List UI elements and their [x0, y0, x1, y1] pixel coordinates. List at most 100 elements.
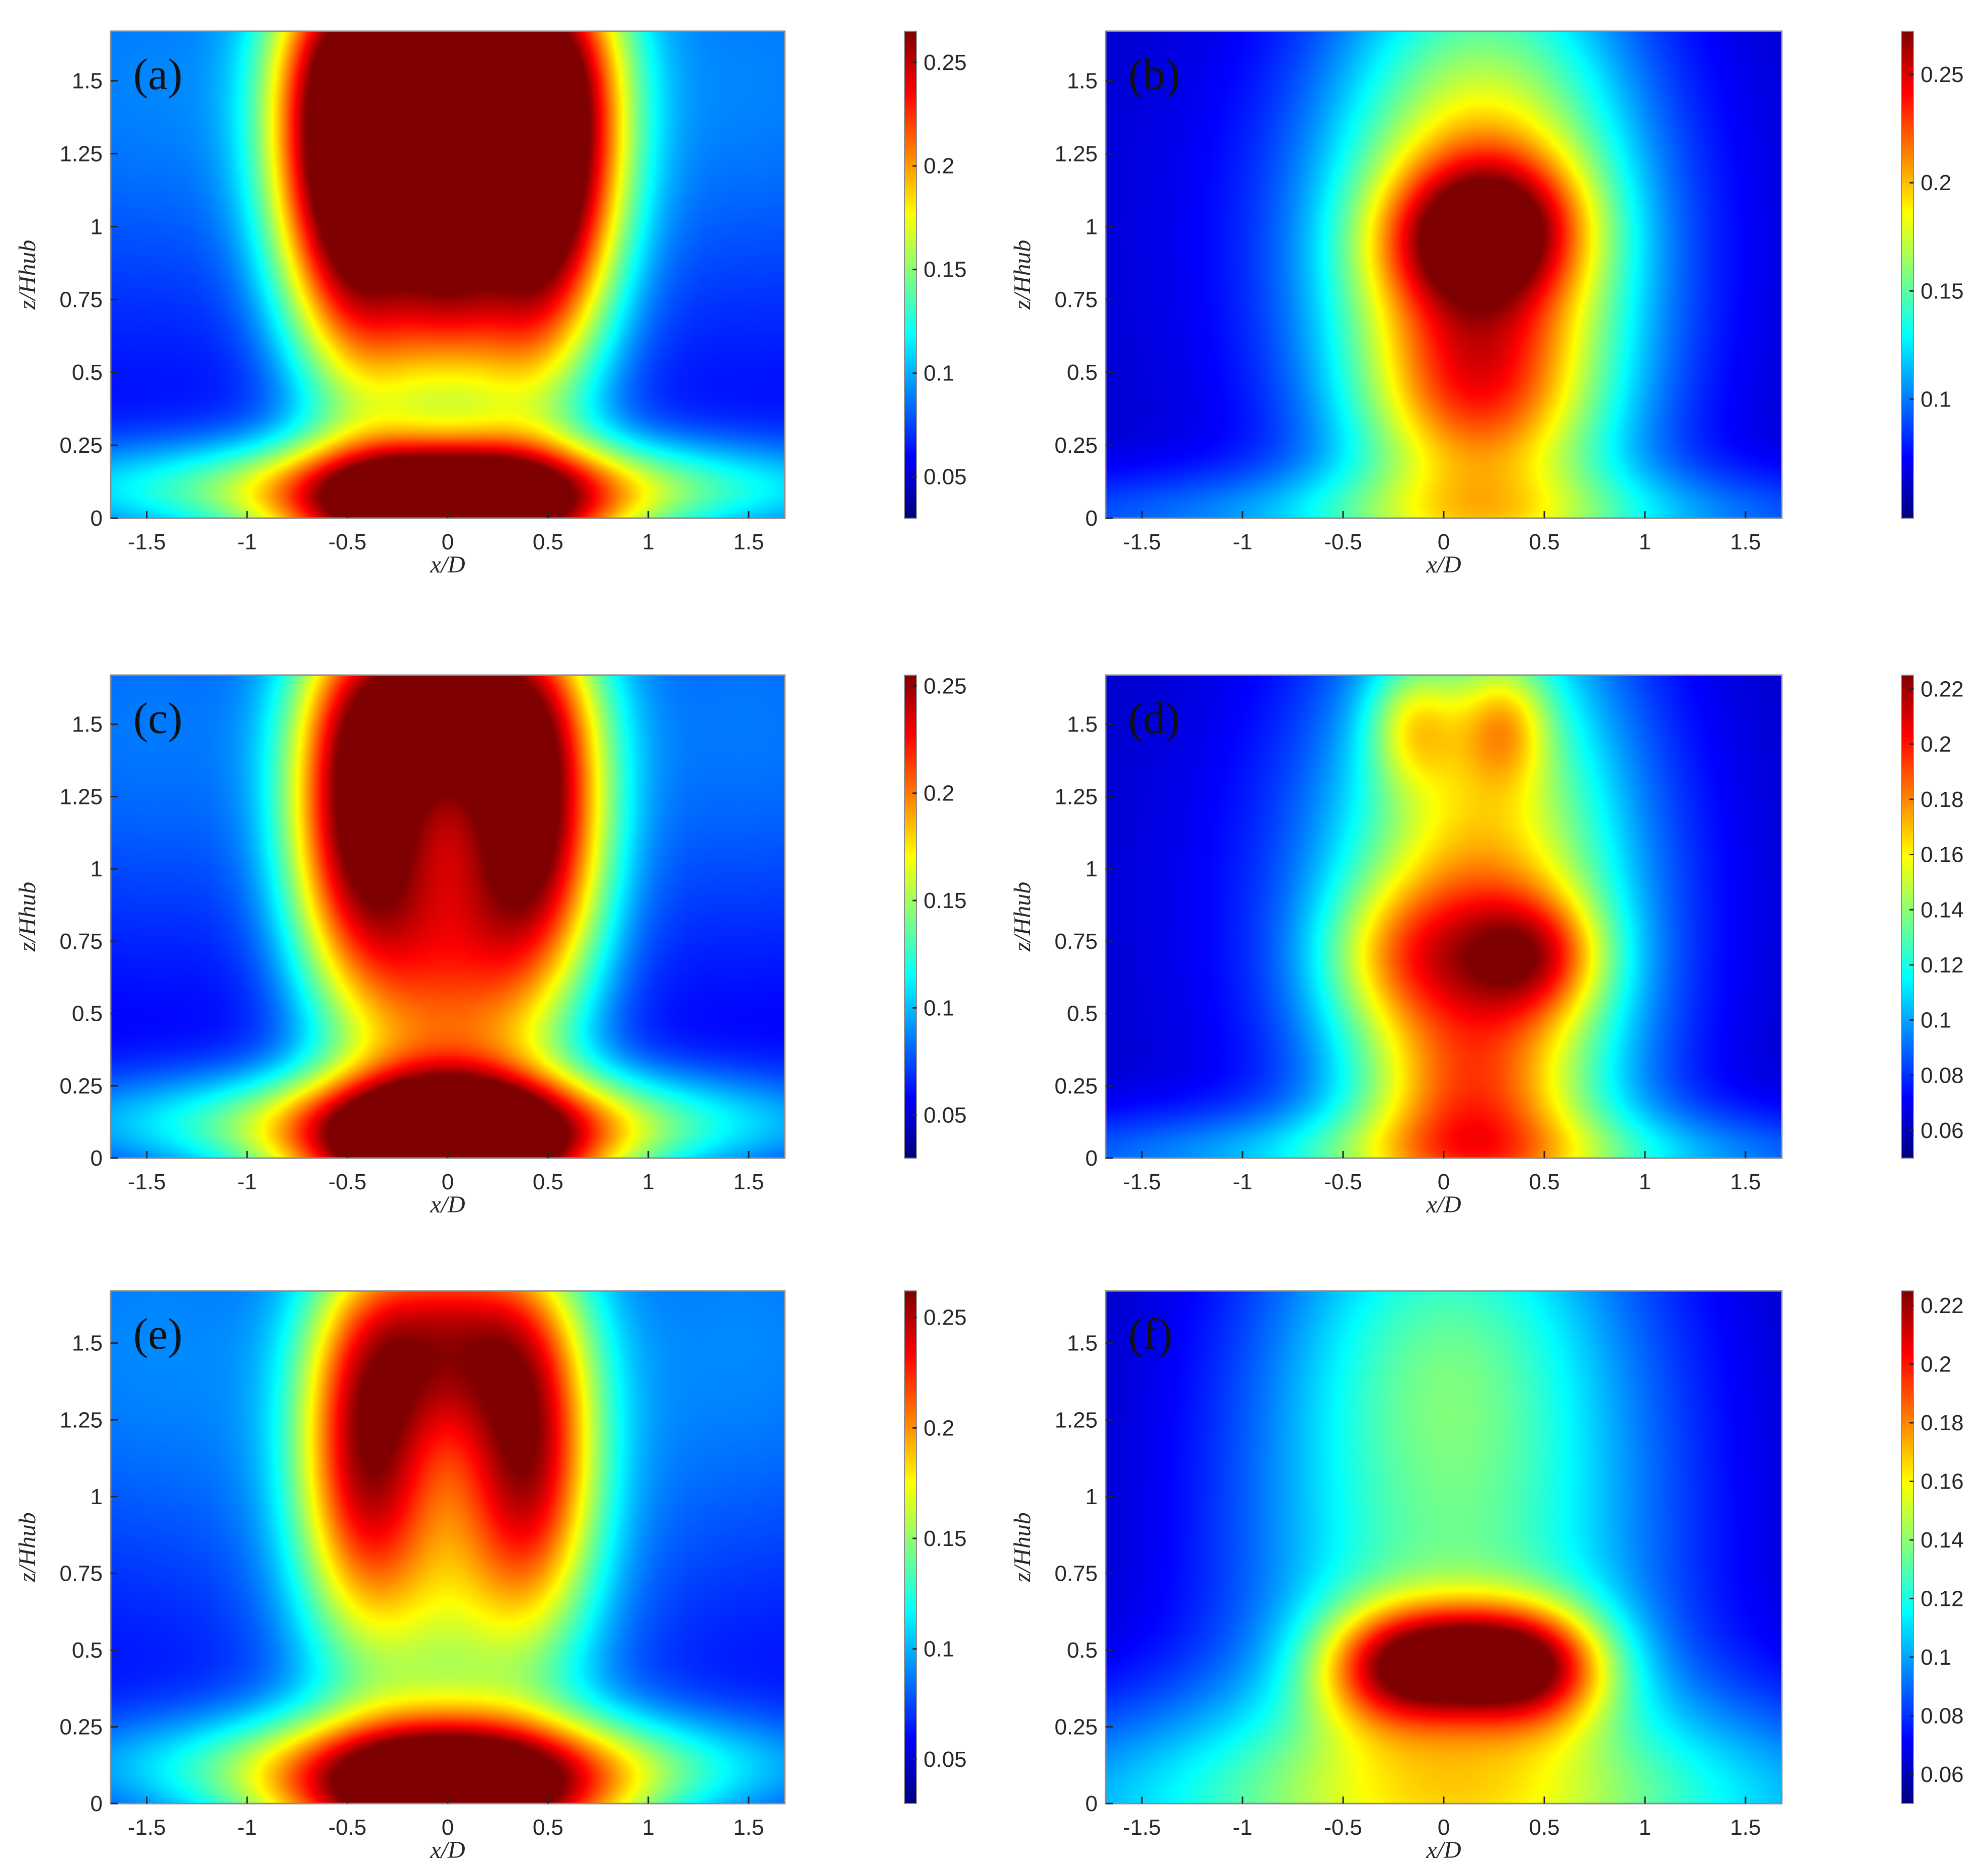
- x-tick-label: 1: [642, 1815, 654, 1840]
- colorbar-tick-label: 0.08: [1921, 1703, 1964, 1728]
- x-tick-label: 1: [1639, 1170, 1651, 1194]
- x-tick-label: -0.5: [1324, 1170, 1362, 1194]
- colorbar-tick-label: 0.2: [924, 781, 954, 806]
- heatmap-image: [111, 1291, 785, 1804]
- y-tick-label: 0: [91, 1146, 103, 1171]
- panel-f: -1.5 -1 -0.5 0 0.5 1 1.5 0 0.25 0.5 0.75 1 1.25 1.5 x/…: [1009, 1290, 1964, 1863]
- colorbar: [904, 675, 917, 1159]
- x-tick-label: -1.5: [1123, 1815, 1161, 1840]
- x-tick-label: 0.5: [1529, 1815, 1559, 1840]
- x-tick-label: -1: [1232, 1170, 1252, 1194]
- x-tick-label: -0.5: [328, 1815, 367, 1840]
- heatmap-image: [111, 675, 785, 1158]
- y-tick-label: 1.25: [1054, 784, 1098, 809]
- x-tick-label: 1.5: [1730, 1170, 1761, 1194]
- y-tick-label: 0.5: [72, 1638, 103, 1663]
- x-tick-label: -1: [237, 1170, 257, 1194]
- x-axis-label: x/D: [1426, 551, 1461, 578]
- x-tick-label: -1: [1232, 530, 1252, 554]
- colorbar-tick-label: 0.2: [924, 154, 954, 179]
- x-tick-label: -0.5: [328, 530, 367, 554]
- heatmap-image: [1106, 31, 1782, 518]
- colorbar-tick-label: 0.25: [924, 50, 967, 75]
- colorbar-tick-label: 0.16: [1921, 843, 1964, 867]
- y-tick-label: 0.25: [59, 1715, 103, 1739]
- y-tick-label: 0.75: [1054, 1561, 1098, 1586]
- y-tick-label: 0.25: [1054, 1074, 1098, 1098]
- colorbar-tick-label: 0.1: [924, 996, 954, 1020]
- y-tick-label: 1.5: [1067, 712, 1098, 737]
- x-tick-label: 0: [1438, 530, 1450, 554]
- colorbar-tick-label: 0.15: [924, 258, 967, 282]
- y-tick-label: 1: [91, 1485, 103, 1509]
- colorbar-tick-label: 0.12: [1921, 1586, 1964, 1611]
- x-tick-label: -1.5: [1123, 1170, 1161, 1194]
- colorbar-tick-label: 0.05: [924, 1103, 967, 1128]
- x-tick-label: -1.5: [128, 1170, 166, 1194]
- y-axis-label: z/Hhub: [14, 240, 41, 310]
- x-tick-label: -1: [237, 530, 257, 554]
- heatmap-image: [1106, 1291, 1782, 1804]
- x-tick-label: -0.5: [1324, 1815, 1362, 1840]
- colorbar-tick-label: 0.16: [1921, 1469, 1964, 1494]
- colorbar-tick-label: 0.18: [1921, 1411, 1964, 1435]
- y-tick-label: 0.75: [59, 929, 103, 954]
- x-tick-label: 1: [1639, 1815, 1651, 1840]
- panel-label: (d): [1128, 694, 1180, 743]
- x-tick-label: -1.5: [1123, 530, 1161, 554]
- x-axis-label: x/D: [430, 1837, 465, 1863]
- heatmap-image: [1106, 675, 1782, 1158]
- colorbar-tick-label: 0.2: [1921, 171, 1951, 195]
- colorbar-tick-label: 0.25: [1921, 62, 1964, 87]
- y-tick-label: 0.25: [1054, 433, 1098, 458]
- colorbar-tick-label: 0.06: [1921, 1762, 1964, 1787]
- x-tick-label: 0.5: [533, 1170, 563, 1194]
- y-tick-label: 0: [1086, 506, 1098, 531]
- y-tick-label: 0.5: [72, 1002, 103, 1026]
- heatmap-image: [111, 31, 785, 518]
- x-tick-label: 1.5: [733, 1815, 764, 1840]
- y-tick-label: 1: [91, 857, 103, 881]
- colorbar-tick-label: 0.1: [1921, 1645, 1951, 1670]
- colorbar-tick-label: 0.25: [924, 674, 967, 698]
- y-tick-label: 0.5: [72, 360, 103, 385]
- y-tick-label: 0.25: [59, 1074, 103, 1098]
- y-tick-label: 1.25: [59, 784, 103, 809]
- colorbar-tick-label: 0.18: [1921, 787, 1964, 812]
- x-tick-label: -1.5: [128, 1815, 166, 1840]
- y-axis-label: z/Hhub: [1009, 882, 1036, 952]
- y-tick-label: 0: [1086, 1791, 1098, 1816]
- colorbar-tick-label: 0.1: [924, 361, 954, 386]
- y-tick-label: 0.5: [1067, 1002, 1098, 1026]
- y-tick-label: 1.5: [72, 712, 103, 737]
- y-tick-label: 1.5: [72, 1331, 103, 1356]
- panel-d: -1.5 -1 -0.5 0 0.5 1 1.5 0 0.25 0.5 0.75 1 1.25 1.5 x/…: [1009, 674, 1964, 1218]
- y-axis-label: z/Hhub: [14, 1512, 41, 1583]
- y-axis-label: z/Hhub: [14, 882, 41, 952]
- panels: -1.5 -1 -0.5 0 0.5 1 1.5 0 0.25 0.5 0.75 1 1.25 1.5 x/…: [14, 30, 1964, 1863]
- y-tick-label: 1.5: [72, 69, 103, 94]
- panel-label: (f): [1128, 1310, 1173, 1359]
- colorbar-tick-label: 0.15: [1921, 279, 1964, 303]
- colorbar-tick-label: 0.2: [924, 1416, 954, 1440]
- x-tick-label: 0: [442, 1170, 454, 1194]
- x-axis-label: x/D: [1426, 1837, 1461, 1863]
- panel-label: (c): [133, 694, 183, 743]
- y-tick-label: 1.25: [1054, 141, 1098, 166]
- x-tick-label: 0.5: [533, 1815, 563, 1840]
- y-tick-label: 1: [1086, 1485, 1098, 1509]
- x-tick-label: 0.5: [1529, 1170, 1559, 1194]
- x-tick-label: -0.5: [1324, 530, 1362, 554]
- x-tick-label: 1.5: [1730, 530, 1761, 554]
- colorbar-tick-label: 0.05: [924, 465, 967, 490]
- y-tick-label: 1: [1086, 214, 1098, 239]
- x-tick-label: 0: [1438, 1815, 1450, 1840]
- x-tick-label: -0.5: [328, 1170, 367, 1194]
- colorbar: [1901, 675, 1914, 1159]
- colorbar-tick-label: 0.06: [1921, 1118, 1964, 1143]
- panel-b: -1.5 -1 -0.5 0 0.5 1 1.5 0 0.25 0.5 0.75 1 1.25 1.5 x/…: [1009, 30, 1964, 578]
- colorbar-tick-label: 0.1: [924, 1637, 954, 1662]
- x-tick-label: 1: [642, 530, 654, 554]
- colorbar-tick-label: 0.25: [924, 1306, 967, 1330]
